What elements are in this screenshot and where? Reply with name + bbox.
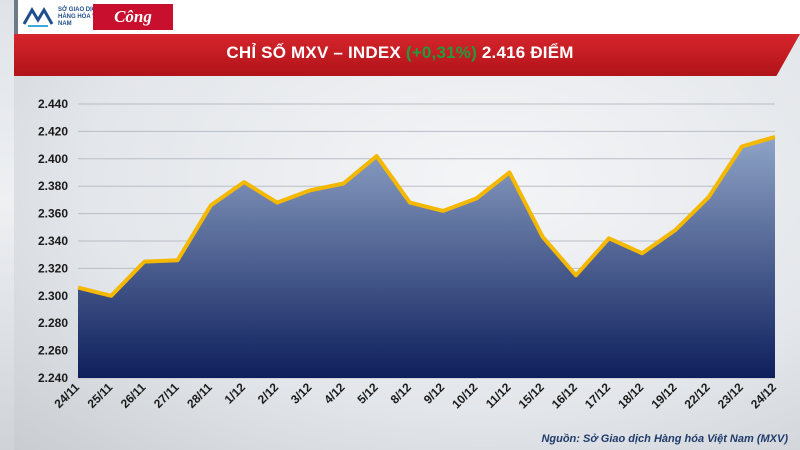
y-tick-label: 2.440 (38, 97, 68, 111)
x-tick-label: 19/12 (648, 380, 679, 411)
y-tick-label: 2.400 (38, 152, 68, 166)
chart-title: CHỈ SỐ MXV – INDEX (+0,31%) 2.416 ĐIỂM (0, 43, 800, 63)
y-tick-label: 2.420 (38, 124, 68, 138)
y-tick-label: 2.340 (38, 234, 68, 248)
y-tick-label: 2.380 (38, 179, 68, 193)
y-tick-label: 2.320 (38, 261, 68, 275)
source-note: Nguồn: Sở Giao dịch Hàng hóa Việt Nam (M… (541, 433, 788, 445)
x-tick-label: 24/12 (748, 380, 779, 411)
x-tick-label: 8/12 (388, 380, 415, 407)
series-line (77, 134, 776, 298)
x-tick-label: 22/12 (682, 380, 713, 411)
x-tick-label: 10/12 (449, 380, 480, 411)
x-tick-label: 27/11 (151, 380, 182, 411)
y-tick-label: 2.300 (38, 289, 68, 303)
x-tick-label: 15/12 (516, 380, 547, 411)
x-tick-label: 25/11 (85, 380, 116, 411)
area-chart: 2.240 2.260 2.280 2.300 2.320 2.340 2.360 2.380… (38, 97, 779, 411)
y-tick-label: 2.260 (38, 344, 68, 358)
title-prefix: CHỈ SỐ MXV – INDEX (226, 43, 406, 62)
x-axis: 24/11 25/11 26/11 27/11 28/11 1/12 2/12 3/12 4/1… (51, 380, 779, 411)
x-tick-label: 23/12 (715, 380, 746, 411)
area-fill (78, 136, 775, 378)
x-tick-label: 4/12 (321, 380, 348, 407)
x-tick-label: 26/11 (118, 380, 149, 411)
title-change: (+0,31%) (405, 43, 477, 62)
x-tick-label: 9/12 (421, 380, 448, 407)
x-tick-label: 18/12 (615, 380, 646, 411)
mxv-logo: SỞ GIAO DỊCH HÀNG HÓA VIỆT NAM (22, 4, 118, 30)
x-tick-label: 17/12 (582, 380, 613, 411)
congthuong-logo: Công Thương (93, 4, 173, 52)
y-axis: 2.240 2.260 2.280 2.300 2.320 2.340 2.360 2.380… (38, 97, 68, 385)
x-tick-label: 28/11 (184, 380, 215, 411)
y-tick-label: 2.240 (38, 371, 68, 385)
x-tick-label: 1/12 (222, 380, 249, 407)
y-tick-label: 2.280 (38, 316, 68, 330)
x-tick-label: 5/12 (354, 380, 381, 407)
x-tick-label: 16/12 (549, 380, 580, 411)
x-tick-label: 11/12 (483, 380, 514, 411)
x-tick-label: 2/12 (255, 380, 282, 407)
mxv-logo-text: SỞ GIAO DỊCH HÀNG HÓA VIỆT NAM (58, 6, 106, 27)
y-tick-label: 2.360 (38, 207, 68, 221)
mxv-logo-icon (22, 7, 54, 27)
title-suffix: 2.416 ĐIỂM (476, 43, 574, 62)
title-banner (14, 34, 800, 76)
x-tick-label: 3/12 (288, 380, 315, 407)
